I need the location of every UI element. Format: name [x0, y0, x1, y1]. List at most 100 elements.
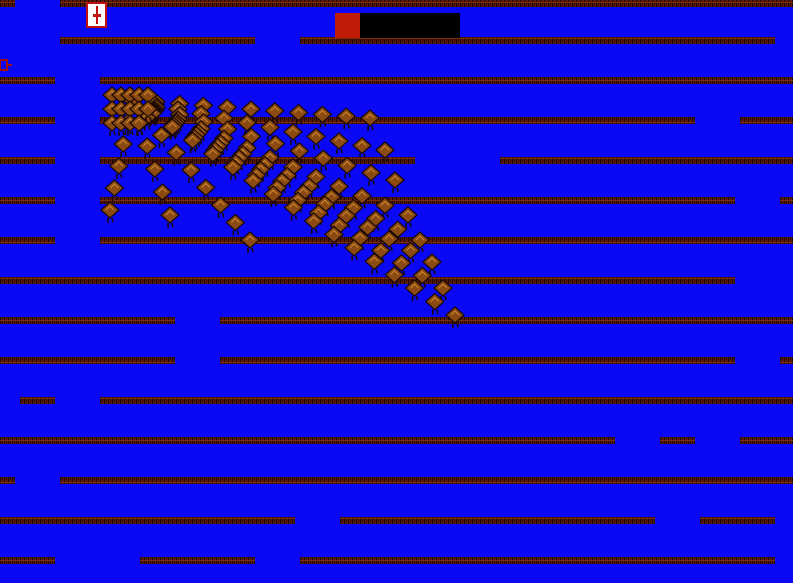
enemy [240, 231, 260, 253]
enemy-body [129, 114, 149, 132]
enemy-tail [152, 176, 159, 182]
enemy-body [137, 137, 158, 155]
platform [100, 397, 793, 404]
enemy-detail [311, 171, 321, 178]
enemy-body [100, 201, 120, 219]
enemy-body [108, 157, 129, 175]
enemy-detail [277, 176, 287, 182]
enemy-detail [309, 216, 319, 222]
platform [20, 397, 55, 404]
enemy-tail [250, 188, 257, 194]
enemy-detail [265, 152, 275, 158]
enemy-detail [228, 162, 238, 168]
enemy-detail [410, 283, 419, 289]
enemy-tail [344, 173, 351, 179]
enemy-detail [247, 131, 256, 137]
enemy-body [364, 252, 385, 271]
enemy [375, 196, 395, 219]
enemy [385, 171, 405, 193]
enemy-tail [290, 139, 297, 145]
enemy-body [144, 160, 165, 178]
enemy-body [195, 178, 216, 197]
platform [780, 197, 793, 204]
enemy-body [400, 241, 421, 260]
enemy [288, 103, 309, 126]
enemy [422, 253, 442, 275]
enemy [210, 196, 231, 218]
enemy-tail [232, 230, 240, 236]
enemy-detail [384, 234, 394, 240]
platform [300, 557, 775, 564]
platform [700, 517, 775, 524]
platform [100, 117, 695, 124]
enemy [113, 135, 134, 157]
enemy-body [385, 171, 405, 189]
player-icon [86, 2, 107, 28]
enemy-detail [390, 175, 400, 181]
enemy-detail [216, 200, 225, 206]
enemy-detail [314, 208, 323, 214]
enemy-detail [295, 146, 304, 152]
enemy [445, 306, 465, 328]
enemy-tail [310, 228, 318, 234]
enemy-body [391, 254, 412, 272]
enemy-tail [109, 130, 116, 136]
platform [740, 437, 793, 444]
enemy-tail [173, 160, 181, 166]
enemy-detail [265, 122, 275, 128]
platform [0, 517, 295, 524]
enemy [306, 127, 326, 150]
enemy-body [337, 156, 358, 175]
enemy-detail [288, 162, 298, 168]
platform [140, 557, 255, 564]
enemy-detail [341, 210, 351, 217]
enemy-tail [331, 242, 338, 248]
platform [740, 117, 793, 124]
enemy-body [375, 141, 395, 159]
enemy-body [113, 135, 134, 153]
enemy-detail [294, 107, 303, 113]
enemy-detail [327, 192, 336, 198]
enemy-detail [282, 170, 292, 176]
enemy [182, 131, 203, 154]
enemy-detail [143, 104, 153, 110]
enemy [181, 161, 201, 183]
enemy-detail [417, 270, 427, 276]
enemy-body [404, 279, 425, 297]
enemy-body [288, 103, 309, 122]
enemy-body [182, 131, 203, 150]
enemy-tail [120, 151, 127, 157]
enemy-detail [430, 296, 440, 302]
enemy-detail [349, 243, 359, 249]
enemy-detail [114, 161, 124, 167]
enemy [337, 156, 358, 179]
enemy-tail [392, 187, 399, 193]
enemy-detail [365, 113, 375, 119]
enemy-body [336, 107, 357, 126]
enemy-body [160, 206, 180, 224]
enemy-tail [158, 142, 166, 148]
enemy-detail [341, 111, 351, 117]
enemy [222, 158, 243, 181]
enemy [104, 179, 125, 201]
enemy-body [289, 142, 310, 160]
enemy-tail [111, 195, 119, 201]
enemy-tail [359, 153, 366, 159]
enemy [195, 178, 216, 201]
enemy-detail [171, 147, 181, 153]
enemy-tail [343, 124, 350, 130]
enemy-detail [219, 113, 229, 119]
enemy-detail [186, 165, 196, 171]
enemy [152, 183, 173, 205]
enemy-body [265, 134, 286, 153]
platform [100, 157, 415, 164]
enemy-detail [334, 136, 344, 142]
enemy-body [398, 206, 418, 224]
enemy-detail [363, 222, 373, 228]
enemy [360, 109, 380, 131]
enemy-detail [311, 131, 321, 137]
enemy-body [283, 198, 304, 217]
enemy-detail [397, 258, 406, 264]
